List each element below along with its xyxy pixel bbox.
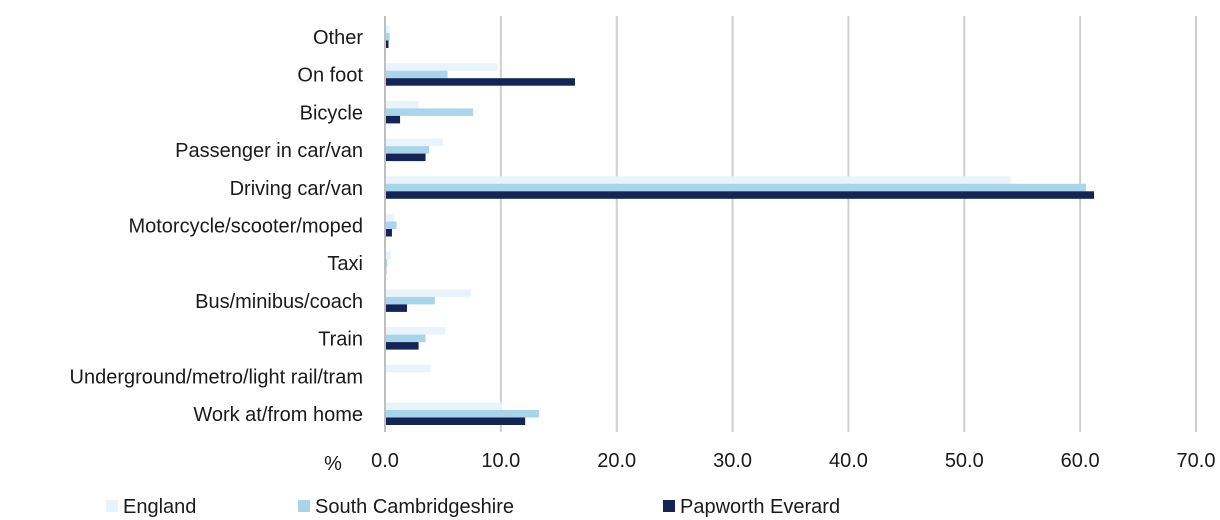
bar-south-cambridgeshire (385, 221, 397, 229)
bar-south-cambridgeshire (385, 296, 435, 305)
bar-england (385, 402, 503, 410)
legend-label: Papworth Everard (680, 496, 840, 518)
bar-england (385, 63, 498, 71)
bar-papworth-everard (385, 78, 576, 86)
category-label: Motorcycle/scooter/moped (128, 216, 363, 238)
bar-south-cambridgeshire (385, 183, 1086, 192)
bar-south-cambridgeshire (385, 146, 430, 154)
legend-item: South Cambridgeshire (298, 496, 514, 518)
x-tick-label: 70.0 (1177, 450, 1216, 472)
legend-item: Papworth Everard (663, 496, 840, 518)
bar-south-cambridgeshire (385, 33, 390, 41)
legend-swatch (663, 500, 675, 512)
bar-papworth-everard (385, 304, 408, 312)
category-labels: Other On foot Bicycle Passenger in car/van D… (70, 27, 364, 426)
bar-south-cambridgeshire (385, 108, 474, 116)
gridlines (499, 16, 1197, 432)
bar-papworth-everard (385, 342, 419, 350)
legend-swatch (298, 500, 310, 512)
bar-south-cambridgeshire (385, 410, 540, 418)
category-label: Other (313, 27, 363, 49)
legend: England South Cambridgeshire Papworth Ever… (106, 496, 840, 518)
legend-label: South Cambridgeshire (315, 496, 514, 518)
bar-england (385, 289, 471, 297)
bar-england (385, 176, 1011, 184)
bar-south-cambridgeshire (385, 259, 388, 267)
legend-swatch (106, 500, 118, 512)
bar-south-cambridgeshire (385, 70, 448, 79)
x-tick-label: 20.0 (597, 450, 636, 472)
bar-england (385, 327, 446, 335)
category-label: Work at/from home (193, 404, 363, 426)
bar-papworth-everard (385, 153, 426, 162)
category-label: Passenger in car/van (175, 140, 363, 162)
category-label: Taxi (327, 253, 363, 275)
category-label: Train (318, 329, 363, 351)
bar-papworth-everard (385, 229, 392, 237)
x-axis-unit-label: % (324, 453, 342, 475)
legend-label: England (123, 496, 196, 518)
bar-england (385, 364, 431, 373)
bars (385, 25, 1095, 425)
x-tick-label: 30.0 (713, 450, 752, 472)
bar-papworth-everard (385, 417, 526, 425)
bar-england (385, 214, 395, 222)
legend-item: England (106, 496, 196, 518)
category-label: Driving car/van (230, 178, 363, 200)
bar-papworth-everard (385, 115, 401, 124)
bar-england (385, 100, 419, 109)
bar-england (385, 138, 443, 147)
bar-papworth-everard (385, 191, 1095, 199)
category-label: Bicycle (300, 102, 363, 124)
x-tick-label: 50.0 (945, 450, 984, 472)
x-tick-label: 40.0 (829, 450, 868, 472)
x-tick-label: 60.0 (1061, 450, 1100, 472)
x-tick-label: 0.0 (371, 450, 399, 472)
bar-papworth-everard (385, 40, 389, 48)
x-tick-label: 10.0 (481, 450, 520, 472)
category-label: Underground/metro/light rail/tram (70, 366, 363, 388)
category-label: On foot (297, 65, 363, 87)
x-tick-labels: 0.0 10.0 20.0 30.0 40.0 50.0 60.0 70.0 (371, 450, 1215, 472)
bar-england (385, 25, 390, 33)
category-label: Bus/minibus/coach (195, 291, 363, 313)
bar-south-cambridgeshire (385, 334, 426, 343)
bar-england (385, 251, 391, 260)
